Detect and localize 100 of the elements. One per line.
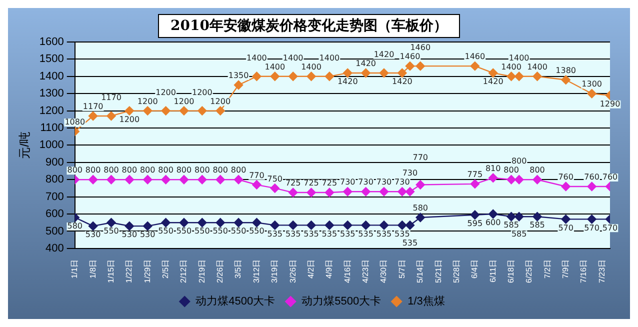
point (198, 106, 207, 116)
point (143, 221, 152, 231)
data-label: 1420 (392, 77, 412, 86)
x-tick-label: 1/22日 (124, 259, 134, 284)
point (488, 68, 498, 78)
x-tick-label: 3/26日 (288, 259, 298, 284)
y-axis-title: 元/吨 (18, 132, 32, 159)
y-tick-label: 1200 (39, 104, 64, 117)
data-label: 1400 (246, 53, 267, 62)
data-label: 600 (485, 218, 501, 228)
data-label: 1460 (410, 43, 431, 52)
data-label: 535 (267, 229, 283, 238)
data-label: 1200 (156, 88, 176, 97)
point (470, 179, 480, 189)
data-label: 570 (602, 223, 618, 232)
point (161, 218, 170, 228)
point (506, 212, 516, 222)
y-tick-label: 1000 (39, 139, 64, 152)
point (179, 106, 189, 116)
data-label: 595 (467, 218, 483, 228)
point (532, 72, 542, 82)
point (561, 182, 570, 192)
data-label: 810 (485, 164, 501, 173)
point (379, 220, 389, 230)
data-label: 1290 (600, 99, 620, 108)
data-label: 1420 (374, 50, 394, 60)
point (587, 214, 596, 224)
point (324, 188, 334, 198)
data-label: 760 (584, 172, 600, 182)
point (514, 175, 524, 184)
data-label: 550 (249, 226, 264, 236)
x-tick-label: 2/19日 (197, 259, 206, 284)
point (343, 220, 352, 230)
data-label: 800 (212, 166, 228, 175)
data-label: 1170 (101, 93, 122, 102)
point (252, 218, 262, 228)
point (88, 221, 98, 231)
data-label: 1300 (582, 80, 602, 89)
y-tick-label: 700 (46, 190, 64, 203)
x-tick-label: 3/19日 (270, 259, 280, 284)
data-label: 1460 (400, 52, 420, 62)
x-tick-label: 7/16日 (579, 259, 588, 284)
x-tick-label: 6/11日 (488, 259, 498, 282)
data-label: 1170 (82, 102, 104, 112)
data-label: 550 (176, 226, 192, 236)
point (416, 212, 425, 222)
point (198, 218, 207, 228)
data-label: 550 (158, 226, 174, 236)
x-tick-label: 4/16日 (342, 259, 352, 284)
data-label: 725 (304, 178, 319, 188)
data-label: 730 (394, 178, 410, 187)
point (470, 61, 480, 71)
point (270, 72, 280, 82)
data-label: 535 (376, 229, 392, 238)
point (179, 175, 189, 184)
point (514, 212, 524, 222)
data-label: 580 (412, 204, 428, 213)
x-tick-label: 6/4日 (470, 259, 480, 279)
data-label: 550 (230, 226, 246, 236)
x-tick-label: 1/1日 (70, 259, 80, 279)
data-label: 730 (402, 168, 418, 178)
point (161, 106, 170, 116)
point (288, 220, 298, 230)
point (488, 209, 498, 219)
data-label: 800 (122, 166, 138, 175)
data-label: 535 (358, 229, 374, 238)
legend-label: 动力煤5500大卡 (302, 294, 382, 308)
x-tick-label: 5/7日 (397, 259, 406, 279)
point (216, 175, 225, 184)
x-tick-label: 4/9日 (324, 259, 334, 279)
data-label: 725 (322, 178, 338, 188)
data-label: 770 (249, 170, 264, 180)
data-label: 800 (511, 156, 527, 166)
point (324, 220, 334, 230)
point (106, 111, 116, 121)
point (106, 175, 116, 184)
data-label: 800 (230, 166, 246, 175)
data-label: 585 (530, 220, 545, 230)
point (343, 68, 352, 78)
point (88, 111, 98, 121)
data-label: 550 (212, 226, 228, 236)
data-label: 530 (122, 230, 138, 240)
legend-label: 动力煤4500大卡 (196, 294, 276, 308)
point (379, 68, 389, 78)
y-tick-label: 600 (46, 208, 64, 220)
point (179, 218, 189, 228)
x-tick-label: 2/12日 (179, 259, 188, 284)
y-tick-label: 1600 (39, 36, 64, 48)
data-label: 730 (376, 178, 392, 187)
data-label: 1400 (282, 53, 304, 62)
data-label: 550 (104, 226, 119, 236)
point (143, 106, 152, 116)
data-label: 750 (267, 174, 283, 184)
y-tick-label: 900 (46, 156, 64, 168)
legend-label: 1/3焦煤 (408, 296, 445, 308)
data-label: 1420 (482, 77, 504, 86)
data-label: 535 (402, 238, 418, 248)
x-tick-label: 7/23日 (597, 259, 606, 284)
x-tick-label: 6/18日 (506, 259, 516, 284)
data-label: 1200 (137, 96, 158, 106)
